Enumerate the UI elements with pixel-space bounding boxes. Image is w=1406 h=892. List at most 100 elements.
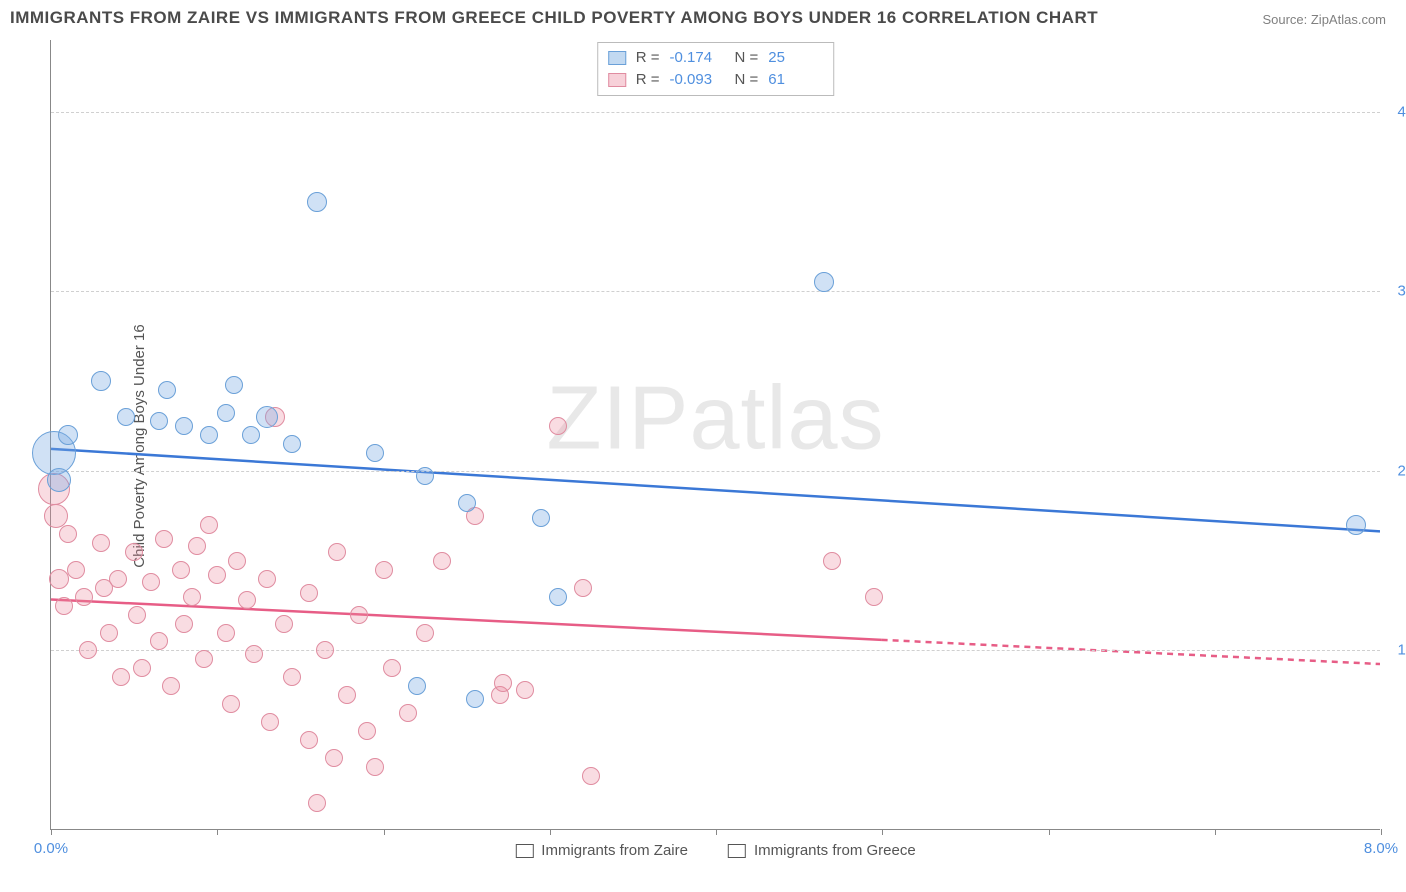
data-point bbox=[195, 650, 213, 668]
data-point bbox=[399, 704, 417, 722]
legend-n-value-b: 61 bbox=[768, 69, 823, 91]
data-point bbox=[582, 767, 600, 785]
data-point bbox=[416, 467, 434, 485]
legend-swatch-a bbox=[608, 51, 626, 65]
data-point bbox=[183, 588, 201, 606]
data-point bbox=[256, 406, 278, 428]
data-point bbox=[222, 695, 240, 713]
legend-r-label: R = bbox=[636, 47, 660, 69]
data-point bbox=[47, 468, 71, 492]
data-point bbox=[416, 624, 434, 642]
chart-title: IMMIGRANTS FROM ZAIRE VS IMMIGRANTS FROM… bbox=[10, 8, 1098, 28]
data-point bbox=[283, 435, 301, 453]
legend-item-a: Immigrants from Zaire bbox=[515, 842, 688, 859]
data-point bbox=[466, 690, 484, 708]
data-point bbox=[307, 192, 327, 212]
data-point bbox=[150, 412, 168, 430]
data-point bbox=[228, 552, 246, 570]
data-point bbox=[217, 624, 235, 642]
data-point bbox=[162, 677, 180, 695]
legend-series: Immigrants from Zaire Immigrants from Gr… bbox=[515, 842, 915, 859]
watermark: ZIPatlas bbox=[546, 367, 884, 470]
legend-n-label: N = bbox=[735, 47, 759, 69]
x-tick bbox=[882, 829, 883, 835]
data-point bbox=[188, 537, 206, 555]
data-point bbox=[366, 444, 384, 462]
x-tick bbox=[1381, 829, 1382, 835]
data-point bbox=[117, 408, 135, 426]
data-point bbox=[158, 381, 176, 399]
legend-item-b: Immigrants from Greece bbox=[728, 842, 916, 859]
data-point bbox=[75, 588, 93, 606]
x-tick bbox=[1049, 829, 1050, 835]
legend-r-value-b: -0.093 bbox=[670, 69, 725, 91]
data-point bbox=[217, 404, 235, 422]
legend-stats-row-b: R = -0.093 N = 61 bbox=[608, 69, 824, 91]
x-tick bbox=[1215, 829, 1216, 835]
data-point bbox=[142, 573, 160, 591]
data-point bbox=[275, 615, 293, 633]
data-point bbox=[494, 674, 512, 692]
y-tick-label: 40.0% bbox=[1385, 103, 1406, 120]
legend-stats-row-a: R = -0.174 N = 25 bbox=[608, 47, 824, 69]
data-point bbox=[549, 588, 567, 606]
data-point bbox=[79, 641, 97, 659]
x-tick bbox=[550, 829, 551, 835]
data-point bbox=[200, 516, 218, 534]
data-point bbox=[823, 552, 841, 570]
data-point bbox=[109, 570, 127, 588]
source-label: Source: ZipAtlas.com bbox=[1262, 12, 1386, 27]
data-point bbox=[375, 561, 393, 579]
data-point bbox=[283, 668, 301, 686]
data-point bbox=[100, 624, 118, 642]
data-point bbox=[155, 530, 173, 548]
plot-area: ZIPatlas R = -0.174 N = 25 R = -0.093 N … bbox=[50, 40, 1380, 830]
x-tick bbox=[51, 829, 52, 835]
gridline bbox=[51, 471, 1380, 472]
data-point bbox=[383, 659, 401, 677]
y-tick-label: 10.0% bbox=[1385, 642, 1406, 659]
data-point bbox=[67, 561, 85, 579]
data-point bbox=[58, 425, 78, 445]
data-point bbox=[814, 272, 834, 292]
data-point bbox=[92, 534, 110, 552]
data-point bbox=[532, 509, 550, 527]
data-point bbox=[328, 543, 346, 561]
x-tick-label: 0.0% bbox=[34, 840, 68, 857]
data-point bbox=[128, 606, 146, 624]
data-point bbox=[574, 579, 592, 597]
data-point bbox=[112, 668, 130, 686]
legend-r-value-a: -0.174 bbox=[670, 47, 725, 69]
data-point bbox=[55, 597, 73, 615]
data-point bbox=[458, 494, 476, 512]
data-point bbox=[1346, 515, 1366, 535]
data-point bbox=[308, 794, 326, 812]
data-point bbox=[225, 376, 243, 394]
legend-label-b: Immigrants from Greece bbox=[754, 842, 916, 859]
data-point bbox=[516, 681, 534, 699]
data-point bbox=[350, 606, 368, 624]
x-tick bbox=[716, 829, 717, 835]
data-point bbox=[172, 561, 190, 579]
legend-swatch-a bbox=[515, 844, 533, 858]
legend-n-label: N = bbox=[735, 69, 759, 91]
data-point bbox=[549, 417, 567, 435]
data-point bbox=[865, 588, 883, 606]
data-point bbox=[258, 570, 276, 588]
data-point bbox=[300, 584, 318, 602]
gridline bbox=[51, 112, 1380, 113]
data-point bbox=[338, 686, 356, 704]
x-tick bbox=[217, 829, 218, 835]
legend-swatch-b bbox=[608, 73, 626, 87]
data-point bbox=[358, 722, 376, 740]
data-point bbox=[242, 426, 260, 444]
data-point bbox=[125, 543, 143, 561]
data-point bbox=[408, 677, 426, 695]
legend-stats: R = -0.174 N = 25 R = -0.093 N = 61 bbox=[597, 42, 835, 96]
legend-n-value-a: 25 bbox=[768, 47, 823, 69]
data-point bbox=[208, 566, 226, 584]
y-tick-label: 30.0% bbox=[1385, 283, 1406, 300]
data-point bbox=[433, 552, 451, 570]
data-point bbox=[150, 632, 168, 650]
data-point bbox=[175, 417, 193, 435]
